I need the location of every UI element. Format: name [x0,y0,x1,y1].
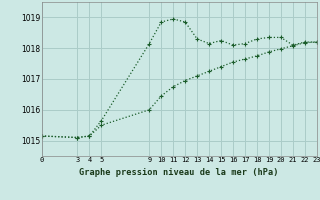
X-axis label: Graphe pression niveau de la mer (hPa): Graphe pression niveau de la mer (hPa) [79,168,279,177]
